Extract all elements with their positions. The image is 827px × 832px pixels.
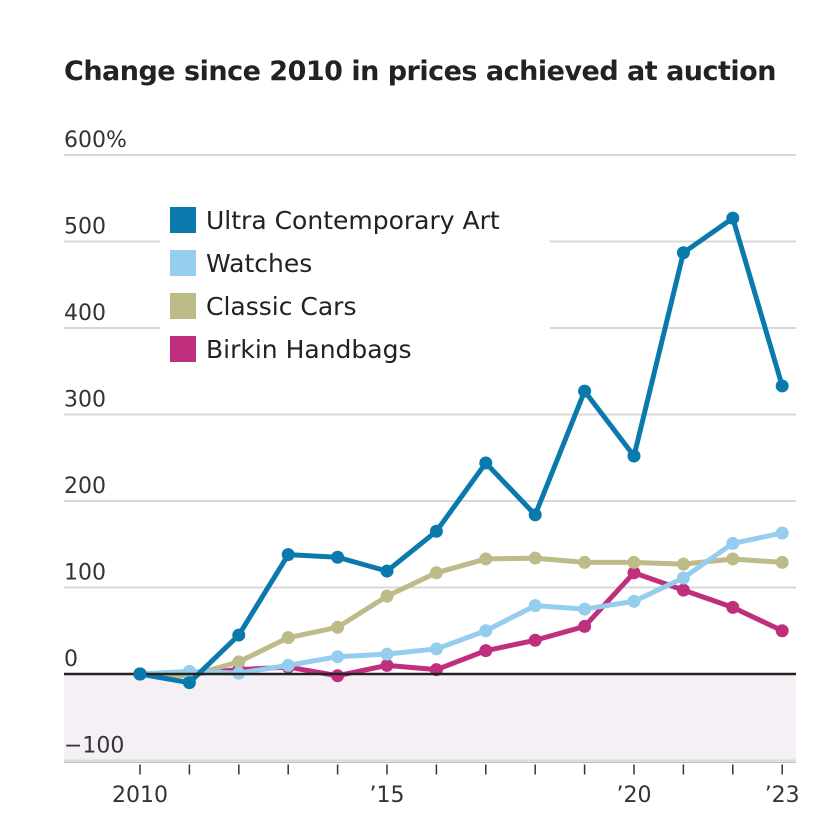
data-point [182, 676, 196, 690]
data-point [627, 594, 641, 608]
data-point [281, 631, 295, 645]
series-line-0 [139, 215, 785, 686]
data-point [380, 589, 394, 603]
data-point [627, 449, 641, 463]
y-tick-label: 0 [64, 647, 78, 672]
data-point [331, 620, 345, 634]
data-point [429, 524, 443, 538]
data-point [429, 642, 443, 656]
legend-swatch [170, 293, 196, 319]
negative-region [64, 674, 796, 763]
legend-swatch [170, 336, 196, 362]
data-point [281, 658, 295, 672]
data-point [578, 619, 592, 633]
data-point [232, 655, 246, 669]
legend-swatch [170, 207, 196, 233]
data-point [676, 246, 690, 260]
y-tick-label: 400 [64, 301, 106, 326]
data-point [726, 536, 740, 550]
data-point [528, 599, 542, 613]
data-point [726, 552, 740, 566]
data-point [775, 379, 789, 393]
data-point [380, 647, 394, 661]
data-point [578, 384, 592, 398]
data-point [479, 552, 493, 566]
y-tick-label: 200 [64, 474, 106, 499]
y-tick-label: 100 [64, 561, 106, 586]
data-point [775, 526, 789, 540]
data-point [775, 555, 789, 569]
legend-background [160, 190, 550, 370]
data-point [479, 456, 493, 470]
data-point [528, 508, 542, 522]
data-point [429, 566, 443, 580]
data-point [775, 624, 789, 638]
data-point [726, 211, 740, 225]
y-tick-label: 300 [64, 388, 106, 413]
data-point [578, 602, 592, 616]
data-point [133, 667, 147, 681]
series-line-2 [139, 555, 783, 679]
chart-title: Change since 2010 in prices achieved at … [64, 56, 776, 87]
data-point [528, 633, 542, 647]
x-tick-label: ’20 [617, 783, 652, 808]
x-tick-label: ’15 [370, 783, 405, 808]
data-point [528, 551, 542, 565]
legend-swatch [170, 250, 196, 276]
data-point [281, 548, 295, 562]
data-point [331, 550, 345, 564]
data-point [232, 628, 246, 642]
data-point [380, 564, 394, 578]
data-point [627, 555, 641, 569]
data-point [676, 571, 690, 585]
data-point [676, 583, 690, 597]
data-point [380, 658, 394, 672]
data-point [578, 555, 592, 569]
data-point [726, 600, 740, 614]
y-tick-label: −100 [64, 734, 124, 759]
series-line-3 [140, 570, 784, 679]
series-line-1 [139, 530, 783, 677]
data-point [331, 669, 345, 683]
data-point [331, 650, 345, 664]
x-tick-label: ’23 [765, 783, 800, 808]
data-point [627, 566, 641, 580]
data-point [676, 557, 690, 571]
legend-label: Ultra Contemporary Art [206, 206, 500, 235]
x-tick-label: 2010 [112, 783, 168, 808]
y-tick-label: 600% [64, 128, 127, 153]
data-point [479, 644, 493, 658]
legend-label: Watches [206, 249, 312, 278]
legend-label: Classic Cars [206, 292, 357, 321]
legend-label: Birkin Handbags [206, 335, 412, 364]
y-tick-label: 500 [64, 215, 106, 240]
data-point [479, 624, 493, 638]
